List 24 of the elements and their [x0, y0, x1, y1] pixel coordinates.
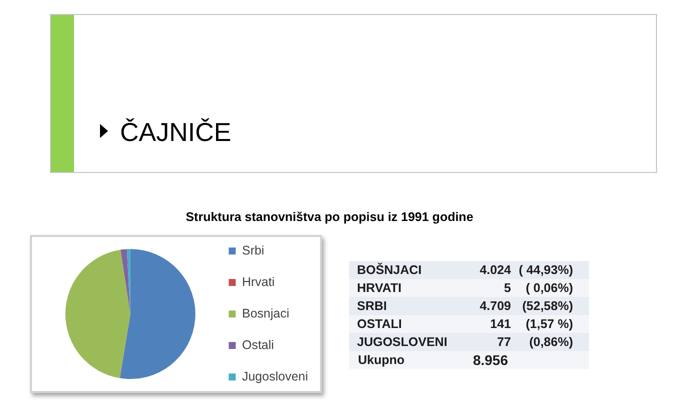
chart-title: Struktura stanovništva po popisu iz 1991 godine: [184, 209, 474, 225]
text: SRBI: [357, 298, 387, 315]
text: 77: [497, 334, 511, 351]
text: BOŠNJACI: [357, 262, 422, 279]
text: 4.024: [480, 262, 511, 279]
legend-label: Hrvati: [242, 274, 275, 289]
legend-label: Srbi: [242, 243, 264, 258]
text: (52,58%): [522, 298, 573, 315]
text: 141: [490, 316, 511, 333]
text: ČAJNIČE: [120, 117, 232, 147]
text: ( 0,06%): [526, 280, 573, 297]
text: 8.956: [472, 351, 508, 369]
text: HRVATI: [357, 280, 402, 297]
text: OSTALI: [357, 316, 402, 333]
legend-label: Jugosloveni: [242, 369, 308, 384]
text: 4.709: [480, 298, 511, 315]
text: 5: [504, 280, 511, 297]
text: JUGOSLOVENI: [357, 334, 448, 351]
legend-label: Ostali: [242, 338, 274, 352]
text: (0,86%): [529, 334, 573, 351]
text: Ukupno: [358, 352, 405, 369]
text: (1,57 %): [526, 316, 573, 333]
text: ( 44,93%): [518, 262, 573, 279]
legend-label: Bosnjaci: [242, 306, 290, 320]
